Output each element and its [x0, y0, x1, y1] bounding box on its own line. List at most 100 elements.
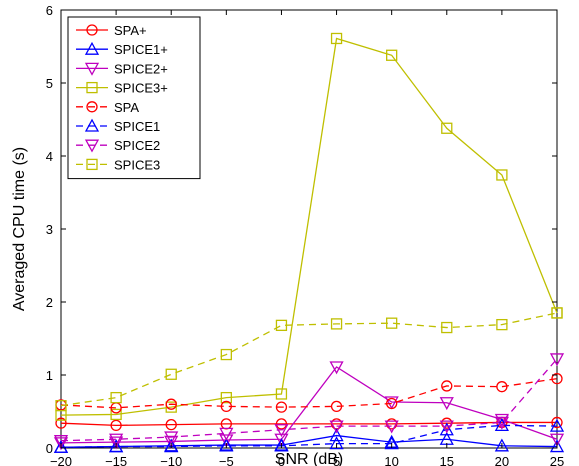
triangle-down-marker: [274, 433, 289, 447]
legend-box: [67, 16, 201, 180]
triangle-down-marker: [549, 433, 565, 447]
triangle-up-marker: [329, 428, 344, 442]
triangle-down-marker: [384, 420, 399, 434]
triangle-up-marker: [329, 436, 344, 450]
square-marker: [386, 317, 398, 329]
triangle-down-marker: [84, 62, 100, 76]
square-marker: [441, 321, 453, 334]
triangle-down-marker: [329, 361, 344, 375]
legend-label: SPICE2: [114, 138, 160, 153]
series-spice3: [55, 307, 563, 412]
tick-layer: −20 −15 −10 −5 0 5 10 15 20 25 0 1 2 3 4 5 6: [46, 3, 564, 466]
legend-label: SPA: [114, 100, 139, 115]
triangle-down-marker: [109, 433, 124, 447]
legend-label: SPA+: [114, 23, 147, 38]
square-marker: [275, 388, 288, 400]
series-layer: [53, 32, 565, 453]
y-tick-label: 0: [46, 441, 53, 456]
circle-marker: [441, 380, 453, 392]
circle-marker: [165, 398, 177, 410]
square-marker: [386, 49, 398, 61]
triangle-down-marker: [384, 396, 399, 410]
triangle-up-marker: [164, 439, 179, 453]
x-tick-label: −10: [160, 454, 182, 466]
legend-entry: SPICE1+: [76, 41, 168, 57]
legend: SPA+ SPICE1+ SPICE2+ SPICE3+ SPA SPICE1 SPICE2…: [67, 16, 201, 180]
x-tick-label: 20: [495, 454, 509, 466]
series-spa: [55, 372, 563, 414]
y-tick-label: 2: [46, 295, 53, 310]
series-spice1: [53, 418, 565, 453]
circle-marker: [86, 101, 98, 113]
circle-marker: [386, 397, 398, 410]
legend-label: SPICE2+: [114, 61, 168, 76]
square-marker: [551, 307, 563, 319]
circle-marker: [330, 400, 343, 413]
y-tick-label: 4: [46, 149, 53, 164]
y-tick-label: 1: [46, 368, 53, 383]
legend-entry: SPICE2+: [76, 61, 168, 76]
y-axis-label: Averaged CPU time (s): [11, 147, 28, 311]
square-marker: [220, 391, 232, 404]
legend-label: SPICE3: [114, 157, 160, 172]
triangle-up-marker: [494, 418, 509, 432]
x-tick-label: 15: [440, 454, 454, 466]
square-marker: [86, 81, 98, 94]
square-marker: [55, 400, 67, 412]
y-tick-label: 3: [46, 222, 53, 237]
triangle-up-marker: [549, 439, 565, 453]
legend-entry: SPICE1: [76, 118, 160, 134]
square-marker: [330, 32, 343, 45]
square-marker: [496, 318, 508, 331]
square-marker: [441, 122, 453, 134]
x-tick-label: 0: [278, 454, 285, 466]
square-marker: [330, 318, 343, 330]
legend-entry: SPICE2: [76, 138, 160, 153]
triangle-up-marker: [84, 118, 100, 132]
legend-label: SPICE1: [114, 119, 160, 134]
triangle-down-marker: [84, 139, 100, 153]
triangle-down-marker: [219, 434, 234, 448]
triangle-down-marker: [329, 420, 344, 434]
triangle-up-marker: [439, 422, 454, 436]
circle-marker: [551, 416, 563, 429]
triangle-down-marker: [549, 353, 565, 367]
series-spice2-plus: [53, 361, 565, 451]
circle-marker: [275, 401, 288, 413]
square-marker: [110, 408, 122, 421]
y-tick-label: 6: [46, 3, 53, 18]
triangle-up-marker: [84, 41, 100, 55]
y-tick-label: 5: [46, 76, 53, 91]
triangle-down-marker: [53, 435, 69, 449]
circle-marker: [55, 417, 67, 429]
triangle-up-marker: [549, 418, 565, 432]
triangle-down-marker: [164, 431, 179, 445]
circle-marker: [86, 24, 98, 36]
circle-marker: [110, 419, 122, 432]
x-tick-label: 10: [384, 454, 398, 466]
triangle-down-marker: [494, 413, 509, 427]
circle-marker: [275, 418, 288, 430]
circle-marker: [165, 418, 177, 431]
legend-entry: SPA: [76, 100, 139, 115]
series-line: [60, 37, 558, 416]
triangle-down-marker: [109, 436, 124, 450]
x-tick-label: −15: [105, 454, 127, 466]
square-marker: [165, 401, 177, 413]
triangle-down-marker: [53, 437, 69, 451]
triangle-down-marker: [274, 424, 289, 438]
legend-label: SPICE1+: [114, 42, 168, 57]
triangle-up-marker: [384, 436, 399, 450]
x-tick-label: 5: [333, 454, 340, 466]
legend-entry: SPA+: [76, 23, 147, 38]
triangle-down-marker: [439, 420, 454, 434]
triangle-down-marker: [219, 427, 234, 441]
triangle-up-marker: [109, 439, 124, 453]
triangle-down-marker: [439, 397, 454, 411]
square-marker: [86, 158, 98, 171]
square-marker: [165, 368, 177, 380]
triangle-up-marker: [494, 438, 509, 452]
legend-label: SPICE3+: [114, 81, 168, 96]
triangle-up-marker: [274, 438, 289, 452]
